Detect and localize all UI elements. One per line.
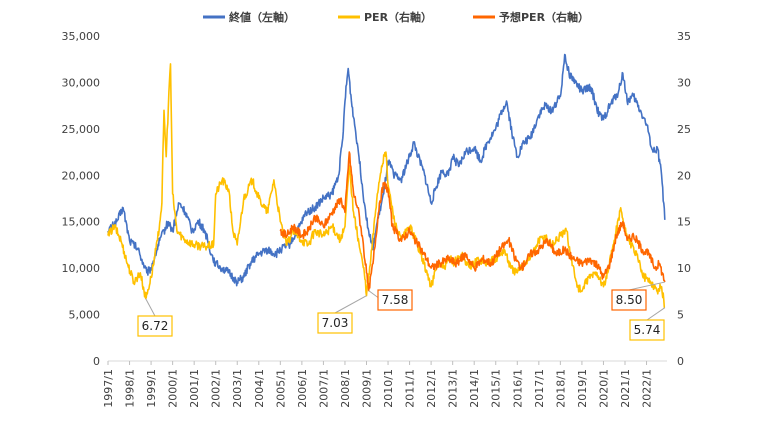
right-tick-label: 0	[677, 355, 684, 368]
x-tick-label: 2017/1	[533, 369, 546, 408]
x-tick-label: 1998/1	[124, 369, 137, 408]
callout-box	[137, 315, 173, 337]
x-tick-label: 2020/1	[597, 369, 610, 408]
right-tick-label: 25	[677, 123, 691, 136]
x-tick-label: 2000/1	[167, 369, 180, 408]
left-tick-label: 10,000	[62, 262, 101, 275]
x-tick-label: 2008/1	[339, 369, 352, 408]
callout-leader	[334, 295, 367, 314]
left-tick-label: 25,000	[62, 123, 101, 136]
x-tick-label: 2018/1	[554, 369, 567, 408]
callout-label: 5.74	[634, 323, 661, 337]
right-axis: 0 5 10 15 20 25 30 35	[677, 30, 691, 368]
x-tick-label: 2005/1	[274, 369, 287, 408]
x-tick-label: 2001/1	[188, 369, 201, 408]
callout-leader	[646, 307, 666, 321]
right-tick-label: 10	[677, 262, 691, 275]
right-tick-label: 20	[677, 169, 691, 182]
callout-label: 6.72	[142, 319, 169, 333]
x-tick-label: 2015/1	[490, 369, 503, 408]
x-tick-label: 2014/1	[468, 369, 481, 408]
x-tick-label: 2019/1	[576, 369, 589, 408]
left-tick-label: 35,000	[62, 30, 101, 43]
series-line	[107, 63, 666, 309]
callout-box	[317, 312, 353, 334]
series-line	[107, 53, 666, 287]
x-tick-label: 2009/1	[360, 369, 373, 408]
x-tick-label: 2022/1	[641, 369, 654, 408]
x-tick-label: 2010/1	[382, 369, 395, 408]
x-tick-label: 2002/1	[210, 369, 223, 408]
callout-leader	[628, 281, 665, 291]
callout-box	[377, 289, 413, 311]
plot-lines	[107, 53, 666, 309]
x-tick-label: 2021/1	[619, 369, 632, 408]
left-axis: 0 5,000 10,000 15,000 20,000 25,000 30,000 35,0…	[62, 30, 101, 368]
callout-box	[629, 319, 665, 341]
callouts: 6.72 7.03 7.58 8.50 5.74	[137, 281, 666, 341]
legend: 終値（左軸） PER（右軸） 予想PER（右軸）	[203, 10, 589, 24]
right-tick-label: 35	[677, 30, 691, 43]
legend-label: 終値（左軸）	[229, 10, 295, 24]
callout-leader	[145, 298, 156, 317]
x-tick-label: 1997/1	[102, 369, 115, 408]
left-tick-label: 15,000	[62, 216, 101, 229]
x-tick-label: 2016/1	[511, 369, 524, 408]
right-tick-label: 15	[677, 216, 691, 229]
left-tick-label: 0	[93, 355, 100, 368]
left-tick-label: 30,000	[62, 76, 101, 89]
left-tick-label: 5,000	[69, 309, 101, 322]
right-tick-label: 5	[677, 309, 684, 322]
legend-label: PER（右軸）	[364, 10, 432, 24]
callout-label: 8.50	[616, 293, 643, 307]
x-tick-label: 2007/1	[317, 369, 330, 408]
x-tick-label: 1999/1	[145, 369, 158, 408]
callout-label: 7.58	[382, 293, 409, 307]
series-line	[279, 151, 666, 292]
right-tick-label: 30	[677, 76, 691, 89]
callout-label: 7.03	[322, 316, 349, 330]
callout-box	[611, 289, 647, 311]
x-tick-label: 2006/1	[296, 369, 309, 408]
left-tick-label: 20,000	[62, 169, 101, 182]
x-tick-label: 2011/1	[404, 369, 417, 408]
x-tick-label: 2003/1	[231, 369, 244, 408]
legend-label: 予想PER（右軸）	[499, 10, 589, 24]
x-tick-label: 2013/1	[447, 369, 460, 408]
x-tick-label: 2004/1	[253, 369, 266, 408]
x-axis: 1997/1 1998/1 1999/1 2000/1 2001/1 2002/1 2003…	[102, 360, 667, 408]
x-tick-label: 2012/1	[425, 369, 438, 408]
